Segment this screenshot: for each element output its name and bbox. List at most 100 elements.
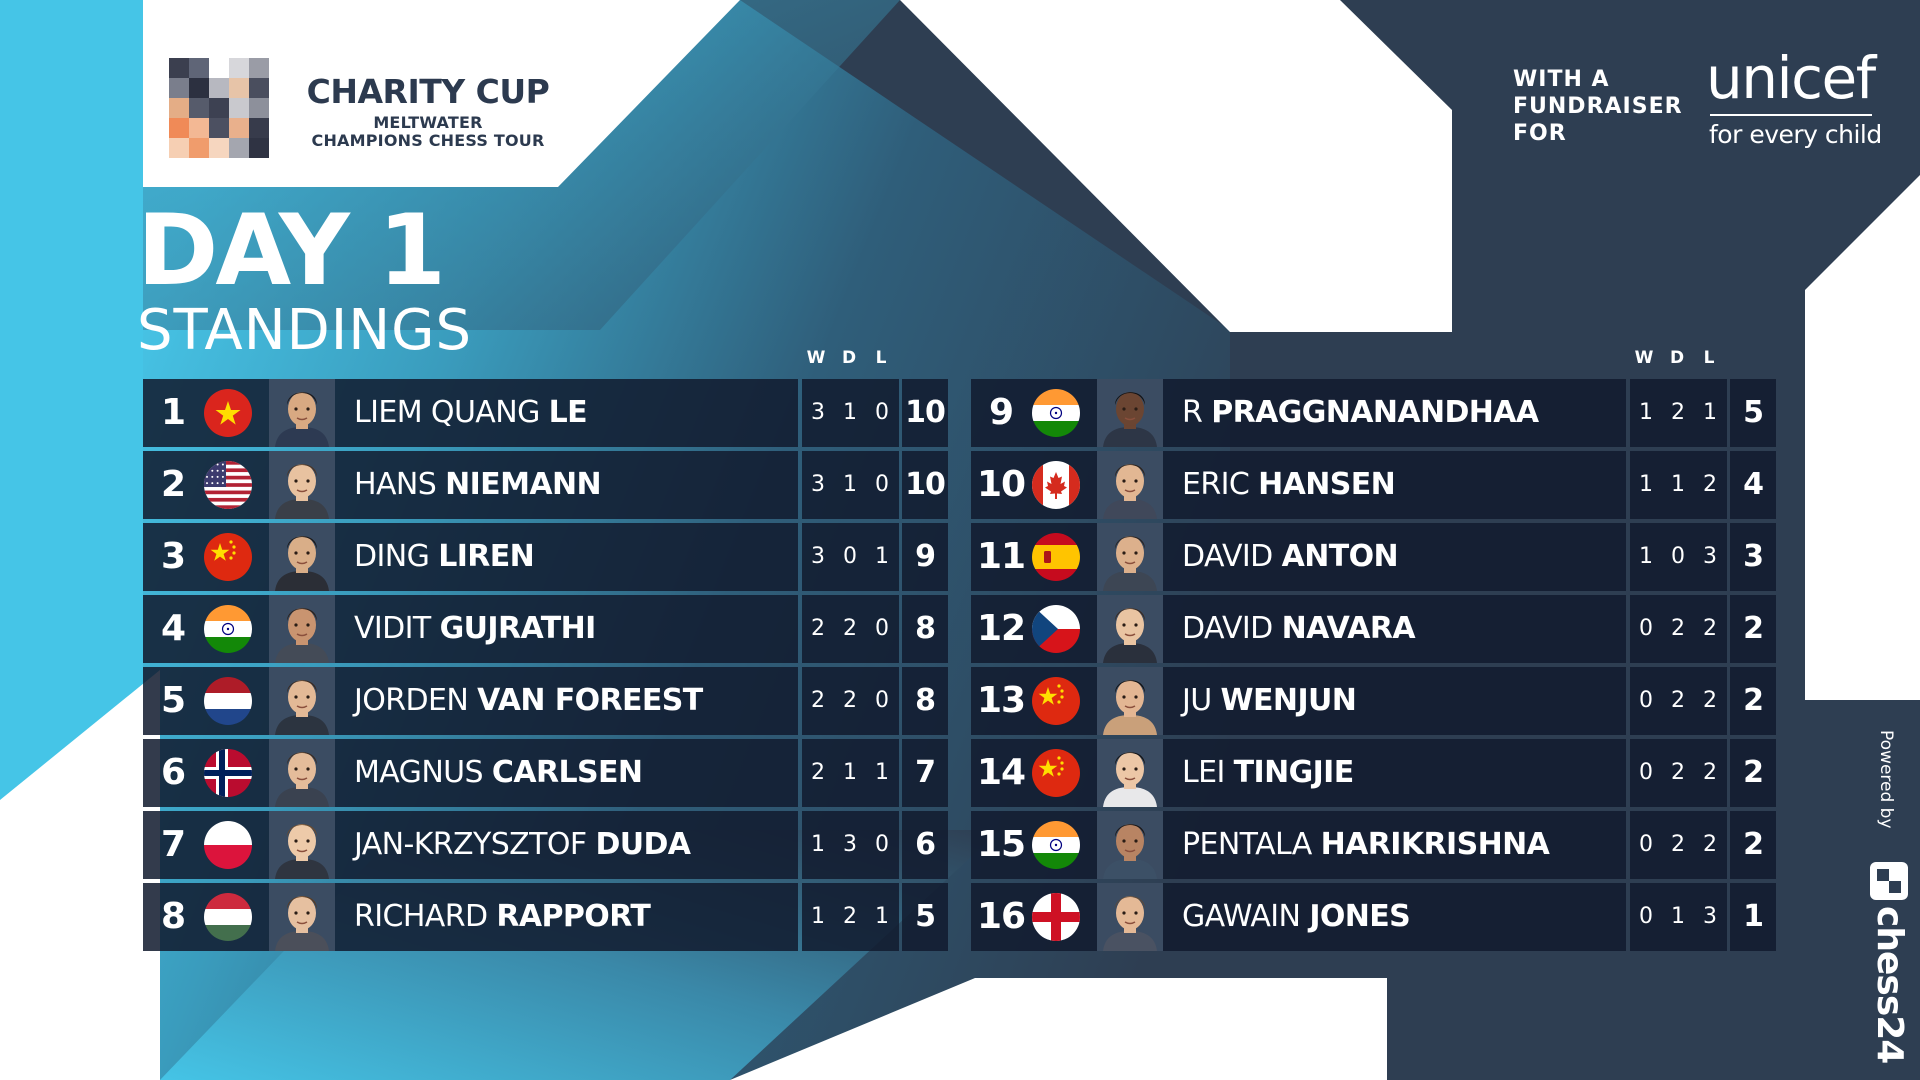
wdl-background	[802, 451, 899, 519]
player-first-name: DAVID	[1182, 611, 1282, 646]
losses-value: 2	[1703, 832, 1717, 857]
losses-value: 0	[875, 616, 889, 641]
standings-row: 6 MAGNUS CARLSEN 2 1 1 7	[143, 739, 948, 807]
draws-value: 1	[1671, 472, 1685, 497]
czech-flag-icon	[1032, 605, 1080, 653]
points-value: 7	[915, 755, 936, 790]
points-background	[902, 451, 948, 519]
standings-row: 8 RICHARD RAPPORT 1 2 1 5	[143, 883, 948, 951]
row-background	[143, 379, 798, 447]
player-avatar	[1097, 811, 1163, 879]
points-background	[1730, 883, 1776, 951]
standings-table-left: 1 LIEM QUANG LE 3 1 0 10 2 HANS NIEMANN 3 1 0 10 3 DI…	[143, 379, 948, 955]
losses-value: 1	[875, 760, 889, 785]
wins-value: 2	[811, 760, 825, 785]
draws-value: 2	[843, 904, 857, 929]
wdl-background	[1630, 523, 1727, 591]
row-background	[143, 523, 798, 591]
row-background	[971, 379, 1626, 447]
chess24-brand: chess24	[1869, 906, 1910, 1064]
player-last-name: NAVARA	[1281, 611, 1416, 646]
wins-value: 1	[1639, 544, 1653, 569]
player-name: DAVID ANTON	[1182, 523, 1399, 591]
player-avatar	[269, 379, 335, 447]
rank-number: 12	[976, 608, 1026, 649]
points-value: 8	[915, 611, 936, 646]
player-first-name: PENTALA	[1182, 827, 1321, 862]
rank-number: 15	[976, 824, 1026, 865]
logo-subtitle: MELTWATER	[373, 113, 483, 132]
rank-number: 1	[160, 392, 186, 433]
points-background	[902, 379, 948, 447]
draws-value: 2	[1671, 832, 1685, 857]
draws-value: 0	[1671, 544, 1685, 569]
points-background	[1730, 595, 1776, 663]
standings-row: 7 JAN-KRZYSZTOF DUDA 1 3 0 6	[143, 811, 948, 879]
china-flag-icon	[204, 533, 252, 581]
player-name: LIEM QUANG LE	[354, 379, 588, 447]
wdl-background	[1630, 379, 1727, 447]
points-background	[902, 811, 948, 879]
player-avatar	[1097, 595, 1163, 663]
player-last-name: LE	[548, 395, 588, 430]
player-last-name: TINGJIE	[1233, 755, 1355, 790]
player-avatar	[1097, 451, 1163, 519]
wdl-background	[802, 811, 899, 879]
points-background	[1730, 451, 1776, 519]
points-background	[902, 883, 948, 951]
draws-value: 1	[843, 400, 857, 425]
rank-number: 16	[976, 896, 1026, 937]
player-last-name: VAN FOREEST	[477, 683, 703, 718]
standings-row: 4 VIDIT GUJRATHI 2 2 0 8	[143, 595, 948, 663]
standings-row: 3 DING LIREN 3 0 1 9	[143, 523, 948, 591]
losses-value: 2	[1703, 616, 1717, 641]
losses-value: 0	[875, 472, 889, 497]
logo-subtitle: CHAMPIONS CHESS TOUR	[311, 131, 545, 150]
player-name: VIDIT GUJRATHI	[354, 595, 596, 663]
standings-row: 11 DAVID ANTON 1 0 3 3	[971, 523, 1776, 591]
rank-number: 7	[160, 824, 186, 865]
losses-value: 0	[875, 688, 889, 713]
player-avatar	[269, 883, 335, 951]
rank-number: 6	[160, 752, 186, 793]
losses-value: 3	[1703, 544, 1717, 569]
player-avatar	[269, 739, 335, 807]
standings-row: 14 LEI TINGJIE 0 2 2 2	[971, 739, 1776, 807]
row-background	[143, 811, 798, 879]
draws-value: 1	[843, 760, 857, 785]
hungary-flag-icon	[204, 893, 252, 941]
player-last-name: DUDA	[595, 827, 691, 862]
row-background	[143, 667, 798, 735]
wins-value: 0	[1639, 616, 1653, 641]
wdl-background	[1630, 883, 1727, 951]
points-value: 3	[1743, 539, 1764, 574]
draws-value: 0	[843, 544, 857, 569]
chess24-logo-icon	[1870, 862, 1908, 900]
rank-number: 10	[976, 464, 1026, 505]
points-value: 10	[905, 395, 946, 430]
wins-value: 2	[811, 616, 825, 641]
draws-value: 3	[843, 832, 857, 857]
row-background	[971, 667, 1626, 735]
points-background	[1730, 523, 1776, 591]
netherlands-flag-icon	[204, 677, 252, 725]
player-last-name: LIREN	[438, 539, 535, 574]
standings-row: 16 GAWAIN JONES 0 1 3 1	[971, 883, 1776, 951]
points-background	[902, 667, 948, 735]
points-background	[902, 595, 948, 663]
player-first-name: LEI	[1182, 755, 1234, 790]
wdl-background	[802, 883, 899, 951]
norway-flag-icon	[204, 749, 252, 797]
player-avatar	[269, 523, 335, 591]
wins-value: 3	[811, 472, 825, 497]
fundraiser-line: FOR	[1513, 121, 1567, 146]
losses-value: 1	[875, 904, 889, 929]
player-first-name: GAWAIN	[1182, 899, 1310, 934]
points-value: 8	[915, 683, 936, 718]
row-background	[143, 883, 798, 951]
player-name: MAGNUS CARLSEN	[354, 739, 643, 807]
points-value: 2	[1743, 683, 1764, 718]
usa-flag-icon	[204, 461, 252, 509]
player-name: JAN-KRZYSZTOF DUDA	[354, 811, 691, 879]
unicef-tagline: for every child	[1709, 120, 1882, 149]
